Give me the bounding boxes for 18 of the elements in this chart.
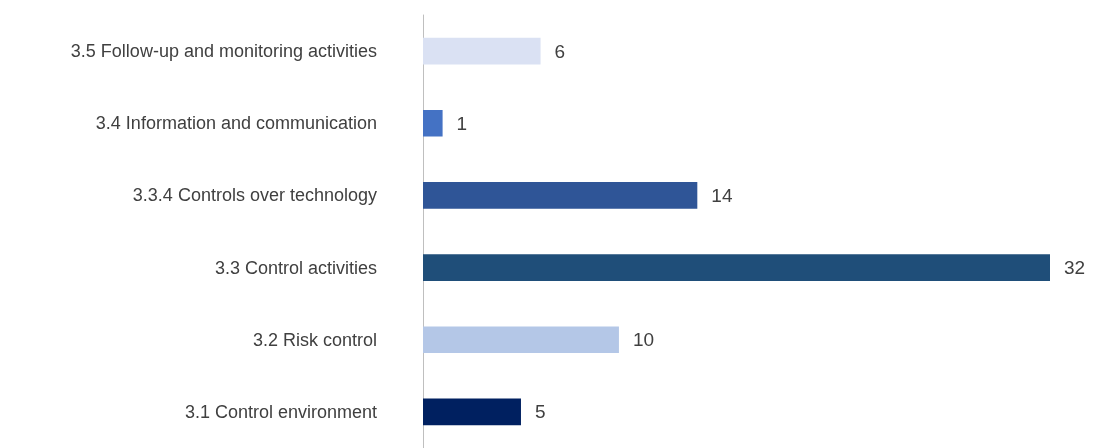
y-tick-label: 3.3 Control activities — [214, 257, 377, 278]
bar — [423, 326, 619, 354]
bar — [423, 398, 521, 426]
data-label: 5 — [534, 401, 546, 423]
y-tick-label: 3.5 Follow-up and monitoring activities — [70, 41, 377, 62]
data-label: 14 — [711, 184, 733, 206]
bar — [423, 37, 541, 65]
bar — [423, 109, 443, 137]
y-tick-label: 3.3.4 Controls over technology — [132, 185, 377, 206]
bar — [423, 254, 1050, 281]
y-tick-label: 3.2 Risk control — [252, 329, 377, 350]
y-tick-label: 3.4 Information and communication — [95, 113, 377, 134]
data-label: 1 — [456, 112, 468, 134]
bar — [423, 182, 698, 209]
data-label: 32 — [1064, 257, 1086, 279]
data-label: 10 — [632, 329, 655, 351]
y-tick-label: 3.1 Control environment — [184, 401, 377, 422]
data-label: 6 — [554, 40, 566, 62]
